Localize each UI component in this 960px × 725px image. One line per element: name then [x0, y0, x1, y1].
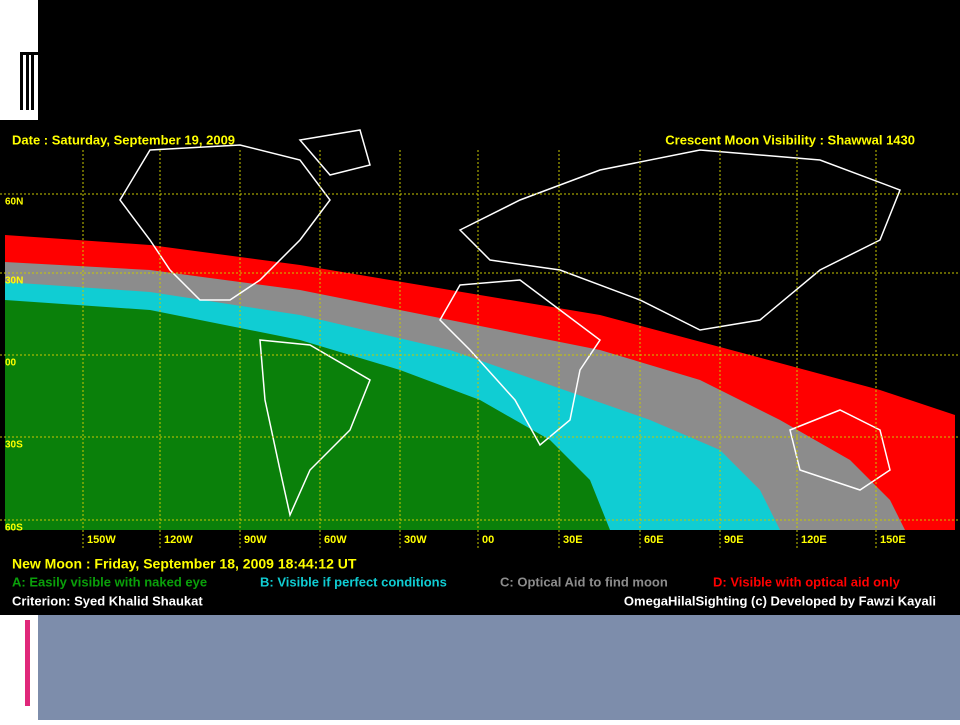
- zone-a: [5, 300, 610, 530]
- criterion: Criterion: Syed Khalid Shaukat: [12, 593, 203, 608]
- lon-label: 60W: [324, 534, 347, 546]
- lat-label: 30N: [5, 276, 23, 287]
- lat-label: 60N: [5, 197, 23, 208]
- lon-label: 120W: [164, 534, 193, 546]
- map: 60N 30N 00 30S 60S 150W 120W 90W 60W 30W 00 30E 60E 9…: [0, 120, 960, 615]
- lon-label: 90E: [724, 534, 744, 546]
- lat-label: 60S: [5, 523, 23, 534]
- legend-d: D: Visible with optical aid only: [713, 574, 901, 589]
- lon-label: 150E: [880, 534, 906, 546]
- top-band: [38, 0, 960, 120]
- coastlines: [119, 129, 901, 518]
- new-moon: New Moon : Friday, September 18, 2009 18…: [12, 556, 357, 572]
- legend-c: C: Optical Aid to find moon: [500, 574, 668, 589]
- lat-label: 30S: [5, 440, 23, 451]
- credit: OmegaHilalSighting (c) Developed by Fawz…: [624, 593, 936, 608]
- lon-label: 60E: [644, 534, 664, 546]
- grid: 60N 30N 00 30S 60S 150W 120W 90W 60W 30W 00 30E 60E 9…: [0, 150, 960, 548]
- bottom-band: [38, 615, 960, 720]
- map-date: Date : Saturday, September 19, 2009: [12, 132, 235, 147]
- lon-label: 90W: [244, 534, 267, 546]
- legend-a: A: Easily visible with naked eye: [12, 574, 207, 589]
- lat-label: 00: [5, 358, 17, 369]
- accent-bar: [25, 620, 30, 706]
- lon-label: 00: [482, 534, 494, 546]
- lon-label: 30W: [404, 534, 427, 546]
- decoration: [20, 52, 38, 110]
- lon-label: 30E: [563, 534, 583, 546]
- map-title: Crescent Moon Visibility : Shawwal 1430: [665, 132, 915, 147]
- lon-label: 120E: [801, 534, 827, 546]
- lon-label: 150W: [87, 534, 116, 546]
- legend-b: B: Visible if perfect conditions: [260, 574, 447, 589]
